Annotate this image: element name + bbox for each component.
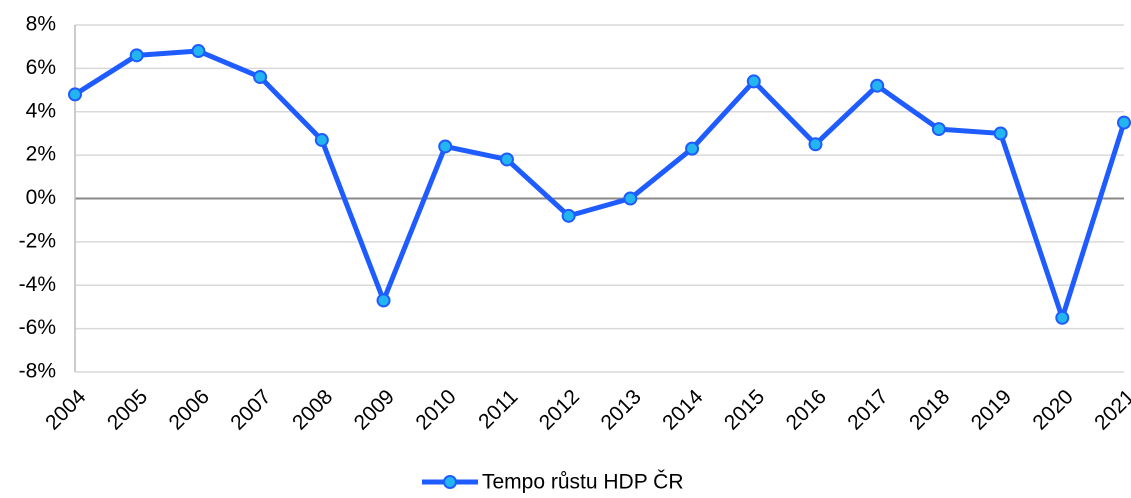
y-tick-label: 6% — [26, 56, 56, 79]
x-tick-label: 2016 — [782, 385, 831, 434]
marker — [314, 132, 329, 147]
marker — [438, 139, 453, 154]
marker — [993, 126, 1008, 141]
marker — [808, 137, 823, 152]
line — [73, 48, 1127, 321]
marker — [931, 122, 946, 137]
x-tick-label: 2009 — [350, 385, 399, 434]
y-tick-label: 8% — [26, 13, 56, 36]
x-tick-label: 2005 — [103, 385, 152, 434]
y-tick-label: -2% — [19, 229, 56, 252]
x-tick-label: 2019 — [967, 385, 1016, 434]
x-tick-label: 2004 — [41, 385, 91, 435]
x-tick-label: 2017 — [843, 385, 892, 434]
y-tick-label: -6% — [19, 316, 56, 339]
x-tick-label: 2015 — [720, 385, 769, 434]
x-tick-label: 2012 — [535, 385, 584, 434]
legend-label: Tempo růstu HDP ČR — [482, 471, 684, 494]
legend-marker — [443, 475, 457, 489]
marker — [253, 70, 268, 85]
marker — [870, 78, 885, 93]
y-tick-label: -4% — [19, 273, 56, 296]
x-tick-label: 2011 — [474, 385, 522, 433]
y-tick-label: 0% — [26, 186, 56, 209]
y-tick-label: -8% — [19, 360, 56, 383]
marker — [1055, 310, 1070, 325]
marker — [685, 141, 700, 156]
marker — [129, 48, 144, 63]
y-tick-label: 2% — [26, 143, 56, 166]
x-tick-label: 2010 — [411, 385, 460, 434]
x-tick-label: 2006 — [165, 385, 214, 434]
marker — [191, 44, 206, 59]
marker — [499, 152, 514, 167]
x-tick-label: 2021 — [1090, 385, 1131, 434]
x-tick-label: 2014 — [658, 385, 708, 435]
x-tick-label: 2020 — [1028, 385, 1077, 434]
legend-item: Tempo růstu HDP ČR — [422, 471, 684, 494]
marker — [623, 191, 638, 206]
marker — [1117, 115, 1131, 130]
marker — [376, 293, 391, 308]
x-tick-label: 2018 — [905, 385, 954, 434]
x-tick-label: 2007 — [226, 385, 275, 434]
marker — [68, 87, 82, 102]
x-tick-label: 2008 — [288, 385, 337, 434]
x-tick-label: 2013 — [597, 385, 646, 434]
marker — [746, 74, 761, 89]
marker — [561, 208, 576, 223]
y-tick-label: 4% — [26, 99, 56, 122]
